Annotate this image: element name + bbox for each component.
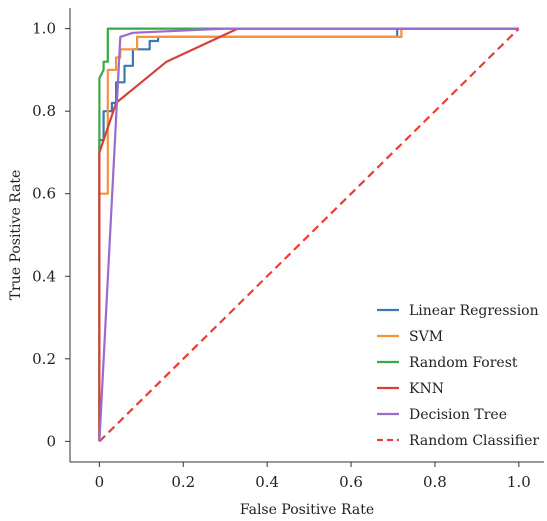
legend-label-random-classifier: Random Classifier bbox=[409, 433, 539, 449]
series-line-random-forest bbox=[98, 27, 519, 442]
legend-label-knn: KNN bbox=[409, 381, 444, 397]
x-tick-label: 0.8 bbox=[423, 473, 447, 491]
legend-label-decision-tree: Decision Tree bbox=[409, 407, 507, 423]
x-axis: 0 0.2 0.4 0.6 0.8 1.0 bbox=[70, 461, 544, 491]
legend: Linear Regression SVM Random Forest KNN Deci… bbox=[377, 303, 539, 449]
y-tick-label: 0.2 bbox=[32, 350, 56, 368]
plot-area bbox=[98, 27, 520, 443]
legend-label-svm: SVM bbox=[409, 329, 443, 345]
legend-label-random-forest: Random Forest bbox=[409, 355, 518, 371]
x-tick-label: 0 bbox=[95, 473, 105, 491]
x-tick-label: 0.4 bbox=[255, 473, 279, 491]
y-axis-title: True Positive Rate bbox=[8, 170, 24, 301]
y-axis: 0 0.2 0.4 0.6 0.8 1.0 bbox=[32, 8, 71, 462]
series-line-random-classifier bbox=[98, 27, 520, 443]
legend-label-linear-regression: Linear Regression bbox=[409, 303, 539, 319]
x-axis-title: False Positive Rate bbox=[240, 502, 374, 518]
y-tick-label: 0 bbox=[46, 432, 56, 450]
series-line-decision-tree bbox=[98, 27, 519, 442]
x-tick-label: 0.2 bbox=[171, 473, 195, 491]
y-tick-label: 0.4 bbox=[32, 267, 56, 285]
y-tick-label: 0.8 bbox=[32, 102, 56, 120]
y-tick-label: 1.0 bbox=[32, 20, 56, 38]
x-tick-label: 1.0 bbox=[507, 473, 531, 491]
x-tick-label: 0.6 bbox=[339, 473, 363, 491]
y-tick-label: 0.6 bbox=[32, 185, 56, 203]
